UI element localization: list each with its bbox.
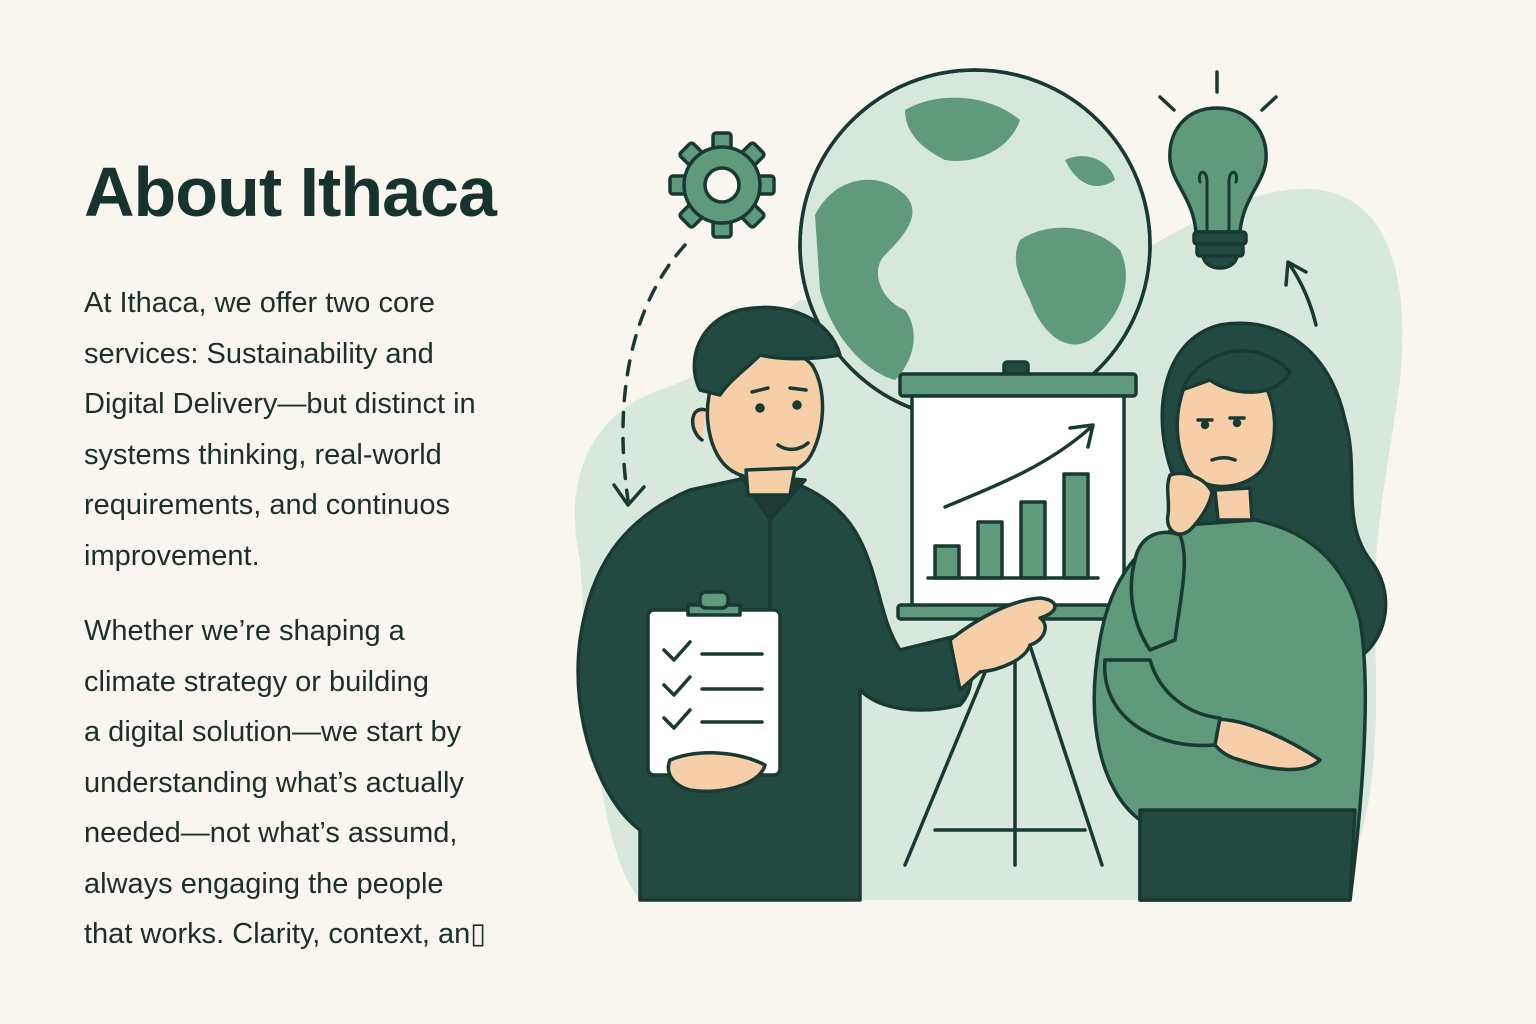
text-line: always engaging the people <box>84 867 444 900</box>
text-line: understanding what’s actually <box>84 766 464 799</box>
trend-arrow-icon <box>943 423 1095 509</box>
approach-paragraph: Whether we’re shaping a climate strategy… <box>84 606 564 960</box>
lightbulb-icon <box>1158 70 1278 270</box>
text-line: climate strategy or building <box>84 665 429 698</box>
text-line: services: Sustainability and <box>84 337 434 370</box>
page-title: About Ithaca <box>84 153 497 231</box>
text-line: needed—not what’s assumd, <box>84 817 458 849</box>
gear-icon <box>668 131 776 239</box>
about-section: About Ithaca At Ithaca, we offer two cor… <box>84 150 564 960</box>
globe-icon <box>798 68 1152 422</box>
checkmark-icon <box>662 640 692 730</box>
text-line: Whether we’re shaping a <box>84 615 405 647</box>
text-line: requirements, and continuos <box>84 489 450 521</box>
text-line: that works. Clarity, context, an▯ <box>84 918 487 950</box>
text-line: systems thinking, real-world <box>84 438 442 471</box>
clipboard-icon <box>646 590 782 793</box>
intro-paragraph: At Ithaca, we offer two core services: S… <box>84 278 564 581</box>
illustration <box>574 68 1403 902</box>
text-line: improvement. <box>84 539 260 572</box>
dashed-arrow <box>621 243 687 502</box>
bar-chart-icon <box>926 472 1100 580</box>
text-line: Digital Delivery—but distinct in <box>84 388 476 420</box>
text-line: At Ithaca, we offer two core <box>84 287 435 319</box>
woman-figure <box>1092 321 1388 902</box>
curved-arrow <box>1288 263 1318 327</box>
text-line: a digital solution—we start by <box>84 716 462 748</box>
